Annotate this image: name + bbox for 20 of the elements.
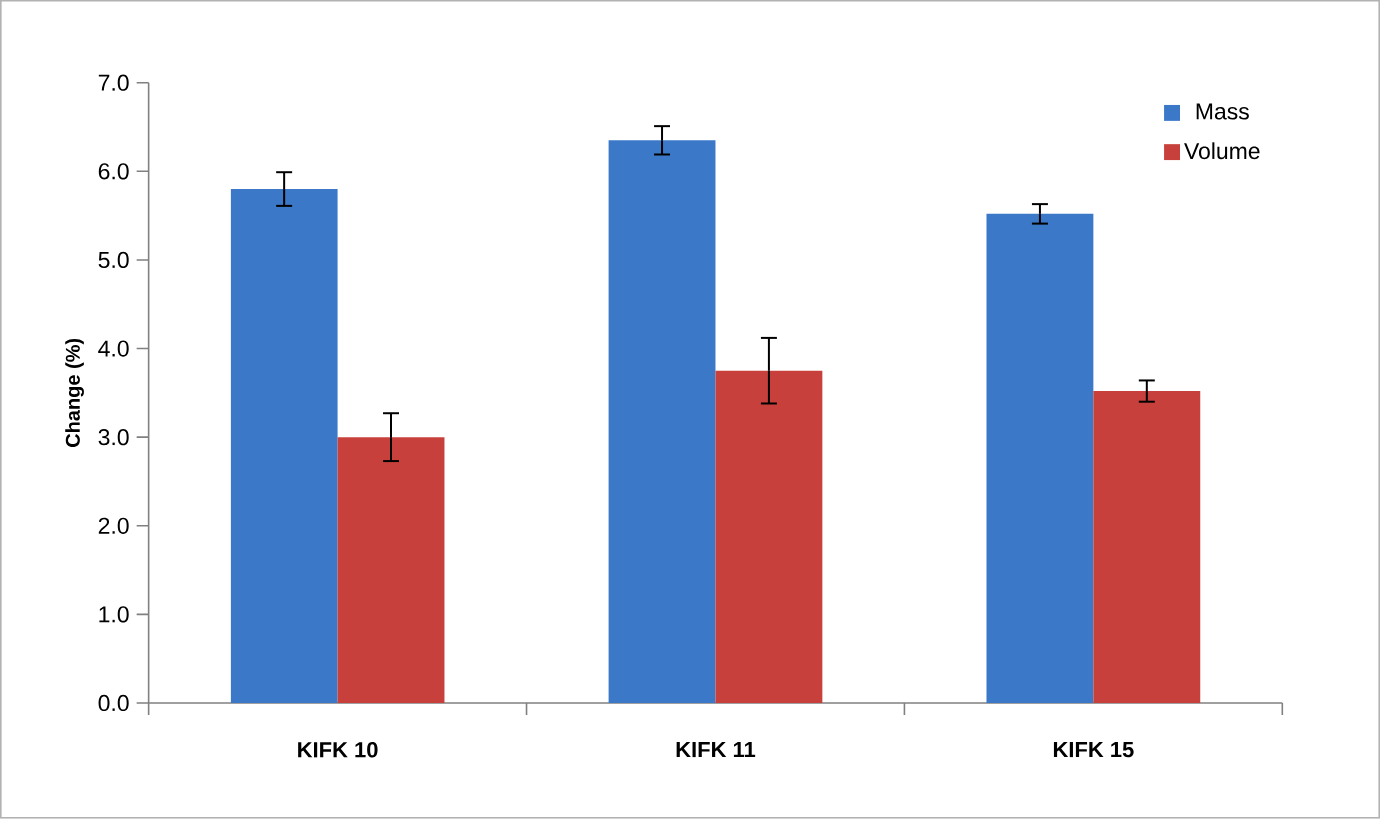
y-axis-title: Change (%) (65, 339, 84, 448)
bar (230, 189, 338, 704)
x-tick-label: KIFK 15 (1053, 742, 1134, 758)
legend-label: Mass (1196, 103, 1249, 120)
bar (1093, 391, 1201, 704)
legend-label: Volume (1184, 142, 1260, 160)
y-tick-label: 0.0 (98, 695, 129, 712)
bar (986, 214, 1094, 704)
y-tick-label: 2.0 (98, 517, 129, 535)
y-tick-label: 4.0 (98, 340, 129, 357)
y-tick-label: 6.0 (98, 163, 129, 180)
bar (608, 140, 716, 704)
x-tick-label: KIFK 10 (298, 742, 378, 758)
x-tick-label: KIFK 11 (676, 742, 756, 758)
bar (337, 437, 445, 704)
y-tick-label: 3.0 (98, 429, 129, 446)
bar (715, 370, 823, 704)
y-tick-label: 7.0 (98, 74, 129, 92)
y-tick-label: 5.0 (98, 251, 129, 269)
y-tick-label: 1.0 (99, 606, 129, 623)
